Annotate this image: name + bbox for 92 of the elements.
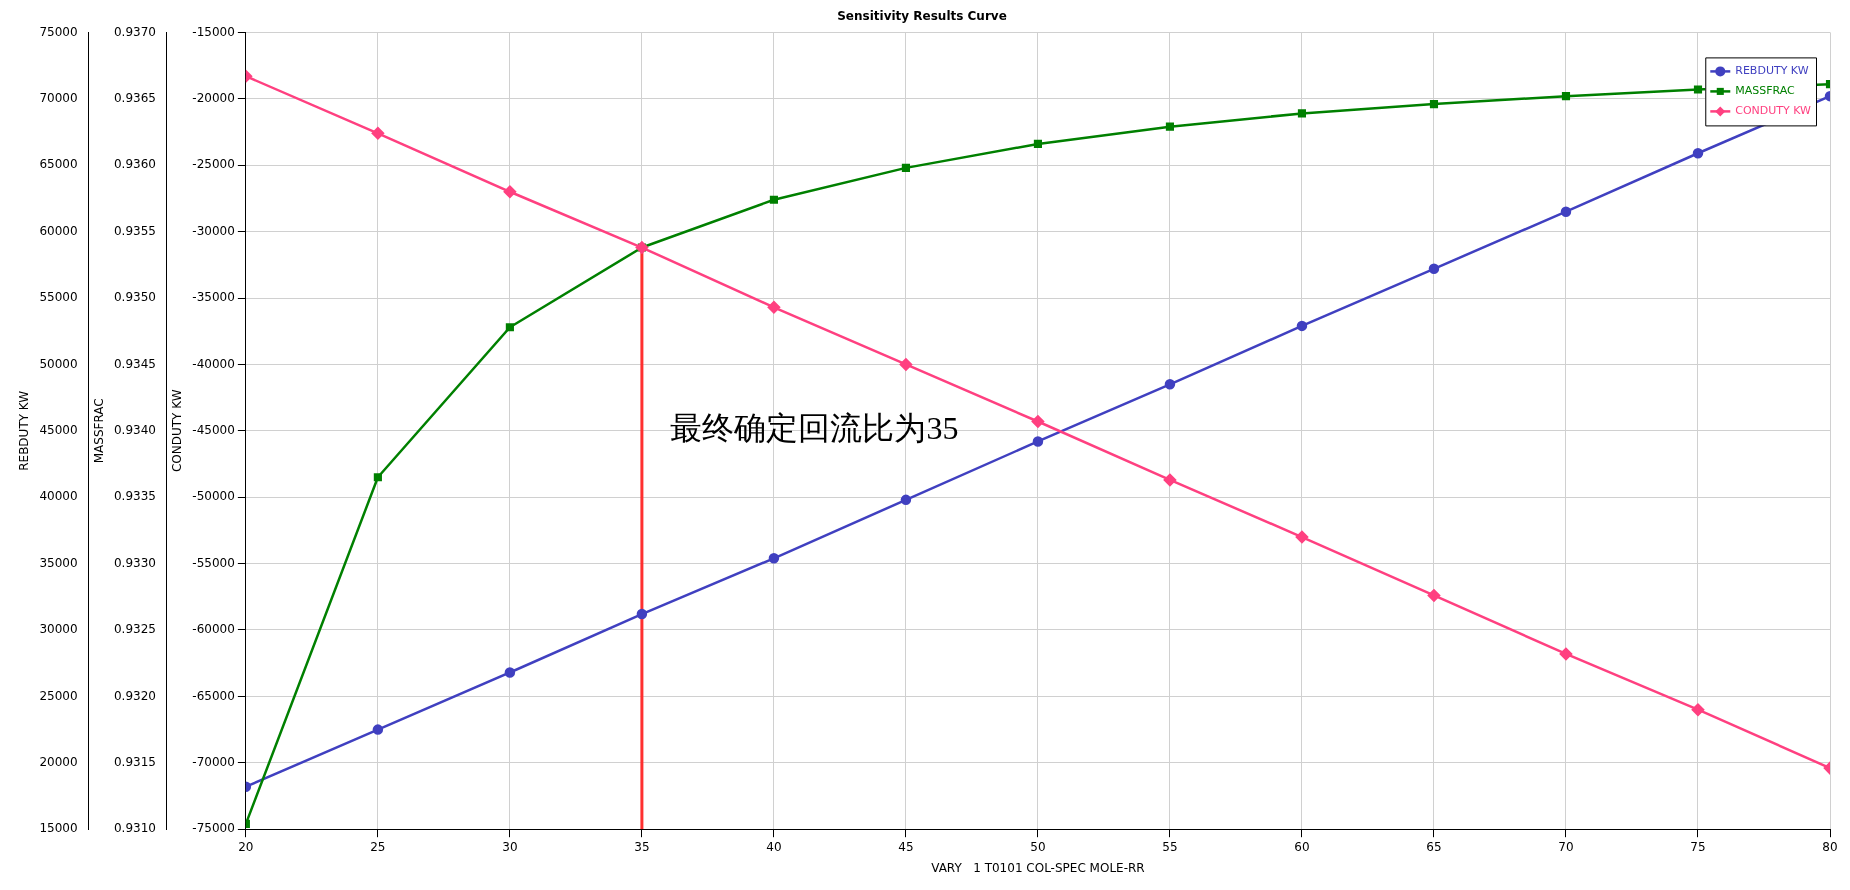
y2-tick-label: 0.9335 [113, 489, 156, 504]
y3-tick-label: -40000 [192, 356, 235, 371]
x-tick-label: 25 [370, 839, 386, 854]
point [1163, 473, 1177, 487]
point [504, 667, 516, 678]
x-axis-title: VARY 1 T0101 COL-SPEC MOLE-RR [931, 860, 1145, 875]
y3-tick-label: -45000 [192, 422, 235, 437]
y2-tick-label: 0.9330 [113, 555, 156, 570]
y-tick-label: 35000 [39, 555, 78, 570]
legend-label: CONDUTY KW [1735, 104, 1812, 118]
point [1297, 109, 1307, 118]
point [767, 301, 781, 314]
x-tick-label: 30 [502, 839, 518, 854]
y2-tick-label: 0.9355 [113, 223, 156, 238]
x-tick-label: 65 [1426, 839, 1442, 854]
point [1032, 436, 1044, 447]
point [373, 473, 382, 482]
point [769, 195, 778, 204]
y-tick-label: 20000 [39, 754, 78, 769]
point [1691, 703, 1705, 716]
y-tick-label: 30000 [39, 622, 78, 637]
y2-tick-label: 0.9365 [113, 90, 156, 105]
y-tick-label: 70000 [39, 90, 78, 105]
y2-tick-label: 0.9325 [113, 622, 156, 637]
y-tick-label: 50000 [39, 356, 78, 371]
y-tick-label: 65000 [39, 157, 78, 172]
x-tick-label: 70 [1558, 839, 1574, 854]
y-tick-label: 40000 [39, 489, 78, 504]
y2-tick-label: 0.9370 [113, 24, 156, 39]
point [1693, 85, 1703, 94]
point [1427, 589, 1441, 602]
point [901, 163, 910, 172]
y2-tick-label: 0.9360 [113, 157, 156, 172]
y-tick-label: 60000 [39, 223, 78, 238]
y2-tick-label: 0.9340 [113, 422, 156, 437]
x-tick-label: 60 [1294, 839, 1310, 854]
legend-label: REBDUTY KW [1735, 64, 1809, 78]
y-tick-label: 45000 [39, 422, 78, 437]
point [1429, 100, 1439, 109]
y-tick-label: 55000 [39, 290, 78, 305]
point [768, 553, 780, 564]
point [1165, 122, 1175, 131]
point [1164, 379, 1176, 390]
y3-tick-label: -75000 [192, 821, 235, 836]
point [1033, 139, 1043, 149]
y-tick-label: 25000 [39, 688, 78, 703]
y3-tick-label: -70000 [192, 754, 235, 769]
point [1428, 263, 1440, 275]
point [900, 494, 912, 506]
point [1692, 148, 1704, 159]
y3-tick-label: -65000 [192, 688, 235, 703]
y2-tick-label: 0.9310 [113, 821, 156, 836]
y3-tick-label: -55000 [192, 555, 235, 570]
x-tick-label: 40 [766, 839, 782, 854]
y3-tick-label: -15000 [192, 24, 235, 39]
y2-tick-label: 0.9350 [113, 290, 156, 305]
point [899, 358, 913, 371]
point [1295, 530, 1309, 544]
y-axis-title: REBDUTY KW [17, 390, 32, 471]
y2-tick-label: 0.9345 [113, 356, 156, 371]
legend-label: MASSFRAC [1735, 84, 1796, 98]
point [372, 724, 384, 735]
x-tick-label: 55 [1162, 839, 1178, 854]
point [1031, 415, 1045, 428]
y-tick-label: 75000 [39, 24, 78, 39]
point [503, 185, 517, 199]
point [1561, 92, 1571, 101]
point [1559, 647, 1573, 661]
x-tick-label: 20 [238, 839, 254, 854]
y2-axis-title: MASSFRAC [91, 398, 106, 464]
y3-tick-label: -35000 [192, 290, 235, 305]
point [505, 323, 514, 332]
y3-tick-label: -30000 [192, 223, 235, 238]
point [1296, 320, 1308, 332]
y3-tick-label: -50000 [192, 489, 235, 504]
chart-title: Sensitivity Results Curve [837, 9, 1007, 24]
y3-tick-label: -20000 [192, 90, 235, 105]
x-tick-label: 75 [1690, 839, 1706, 854]
y3-axis-title: CONDUTY KW [170, 389, 185, 473]
y3-tick-label: -60000 [192, 622, 235, 637]
point [636, 608, 648, 620]
point [1560, 206, 1572, 217]
point [371, 127, 385, 140]
y2-tick-label: 0.9315 [113, 754, 156, 769]
y2-tick-label: 0.9320 [113, 688, 156, 703]
x-tick-label: 35 [634, 839, 650, 854]
x-tick-label: 50 [1030, 839, 1046, 854]
x-tick-label: 45 [898, 839, 914, 854]
x-tick-label: 80 [1822, 839, 1838, 854]
y3-tick-label: -25000 [192, 157, 235, 172]
annotation: 最终确定回流比为35 [670, 410, 959, 447]
y-tick-label: 15000 [39, 821, 78, 836]
